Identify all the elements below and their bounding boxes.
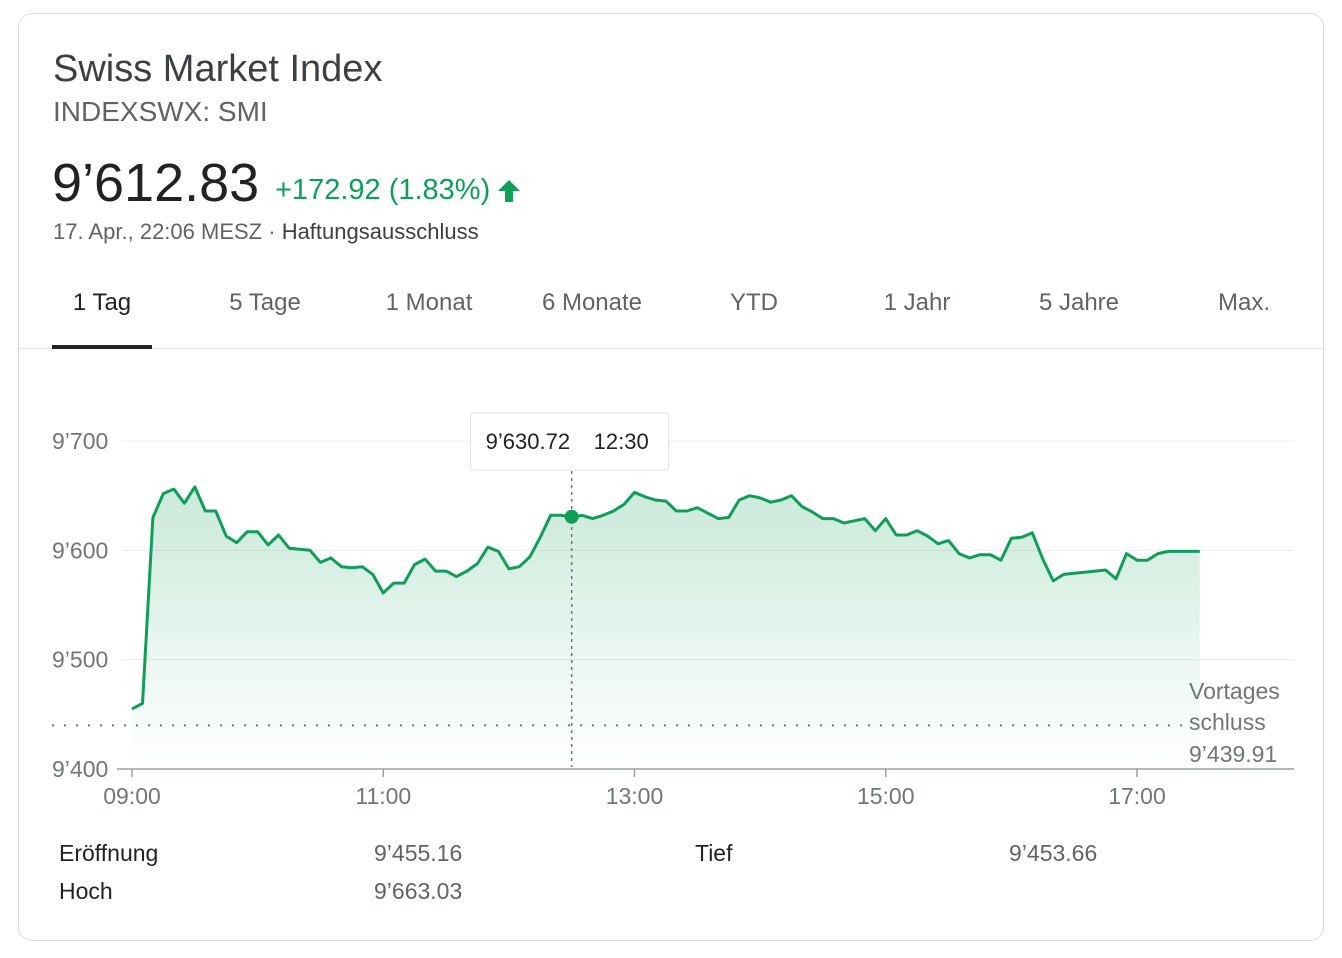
tooltip-box: 9’630.72 12:30	[470, 412, 670, 471]
stat-label-low: Tief	[695, 840, 733, 866]
y-tick-label: 9’400	[52, 756, 108, 782]
tooltip-bg	[470, 412, 670, 471]
tooltip-value: 9’630.72	[486, 429, 570, 454]
tab-1-jahr[interactable]: 1 Jahr	[883, 289, 951, 316]
series-line	[131, 485, 1200, 711]
tooltip-time: 12:30	[594, 429, 649, 454]
tab-ytd[interactable]: YTD	[730, 289, 778, 316]
stat-value-open: 9’455.16	[374, 840, 463, 866]
range-tabs: 1 Tag 5 Tage 1 Monat 6 Monate YTD 1 Jahr…	[19, 276, 1325, 349]
index-title: Swiss Market Index	[53, 48, 383, 90]
tooltip-point	[564, 509, 579, 524]
price-change: +172.92 (1.83%)	[275, 174, 522, 207]
stock-card: Swiss Market Index INDEXSWX: SMI 9’612.8…	[18, 13, 1325, 941]
stat-value-high: 9’663.03	[374, 878, 463, 904]
x-tick-label: 13:00	[606, 783, 664, 809]
y-tick-label: 9’600	[52, 537, 108, 563]
stat-label-high: Hoch	[59, 878, 113, 904]
x-tick-label: 09:00	[103, 783, 161, 809]
tab-5-jahre[interactable]: 5 Jahre	[1038, 289, 1120, 316]
previous-close-value: 9’439.91	[1189, 741, 1277, 767]
ticker-symbol: INDEXSWX: SMI	[53, 96, 268, 127]
x-tick-label: 17:00	[1108, 783, 1166, 809]
current-price: 9’612.83	[52, 153, 260, 213]
timestamp: 17. Apr., 22:06 MESZ	[53, 219, 263, 244]
y-tick-label: 9’700	[52, 428, 108, 454]
tab-6-monate[interactable]: 6 Monate	[541, 289, 643, 316]
previous-close-label: Vortages	[1189, 678, 1280, 704]
tab-max[interactable]: Max.	[1217, 289, 1270, 316]
tab-1-monat[interactable]: 1 Monat	[385, 289, 473, 316]
tab-5-tage[interactable]: 5 Tage	[229, 289, 301, 316]
stat-label-open: Eröffnung	[59, 840, 159, 866]
disclaimer-link[interactable]: Haftungsausschluss	[281, 219, 479, 244]
meta-separator: ·	[262, 219, 282, 244]
x-tick-label: 11:00	[355, 783, 411, 809]
timestamp-line: 17. Apr., 22:06 MESZ · Haftungsausschlus…	[53, 219, 479, 245]
previous-close-label-2: schluss	[1189, 709, 1266, 735]
y-tick-label: 9’500	[52, 647, 108, 673]
x-tick-label: 15:00	[857, 783, 915, 809]
arrow-up-icon	[498, 179, 521, 202]
stat-value-low: 9’453.66	[1009, 840, 1098, 866]
tab-1-tag[interactable]: 1 Tag	[52, 276, 152, 349]
series-area	[132, 486, 1200, 769]
price-change-value: +172.92 (1.83%)	[275, 174, 491, 206]
